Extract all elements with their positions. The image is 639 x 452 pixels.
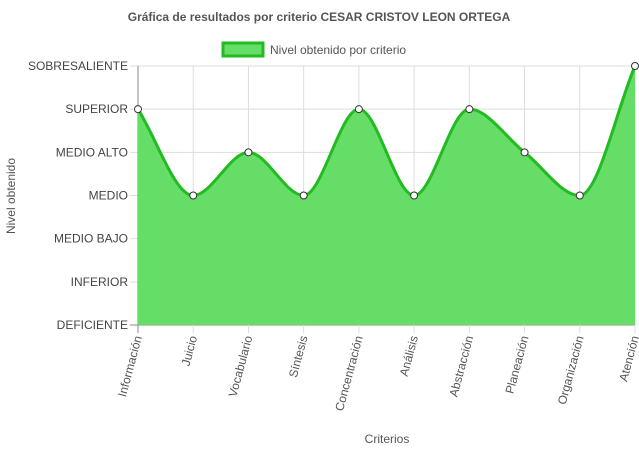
legend-label: Nivel obtenido por criterio [270,43,406,57]
y-tick-label: MEDIO [89,189,128,203]
chart-title: Gráfica de resultados por criterio CESAR… [128,10,511,24]
data-point-10[interactable] [631,62,639,70]
y-tick-label: SUPERIOR [65,102,128,116]
x-tick-label: Juicio [179,334,201,368]
y-axis-label: Nivel obtenido [4,158,18,234]
x-tick-label: Vocabulario [226,334,256,399]
x-tick-label: Abstracción [446,334,476,398]
data-point-9[interactable] [575,191,584,200]
data-point-3[interactable] [244,148,253,157]
y-axis-ticks: DEFICIENTE INFERIOR MEDIO BAJO MEDIO MEDIO A… [28,59,128,332]
y-tick-label: MEDIO BAJO [54,232,128,246]
x-axis-label: Criterios [365,432,410,446]
x-tick-label: Información [115,334,145,398]
data-point-8[interactable] [520,148,529,157]
x-tick-label: Atención [616,334,639,383]
data-point-1[interactable] [134,105,142,114]
x-tick-label: Concentración [332,334,366,412]
x-tick-label: Planeación [503,334,532,395]
y-tick-label: DEFICIENTE [57,318,128,332]
legend[interactable]: Nivel obtenido por criterio [221,41,406,58]
plot-area [134,62,639,325]
data-point-5[interactable] [354,105,363,114]
x-tick-label: Análisis [397,334,421,378]
data-point-7[interactable] [465,105,474,114]
data-point-6[interactable] [410,191,419,200]
x-axis-ticks: Información Juicio Vocabulario Síntesis Conc… [115,334,639,413]
y-tick-label: MEDIO ALTO [56,145,128,159]
data-point-2[interactable] [189,191,198,200]
series-line [136,65,637,198]
y-tick-label: INFERIOR [71,275,129,289]
y-tick-label: SOBRESALIENTE [28,59,128,73]
x-tick-label: Organización [555,334,587,406]
x-tick-label: Síntesis [286,334,311,379]
series-area [138,66,635,325]
legend-swatch [221,41,265,58]
data-point-4[interactable] [299,191,308,200]
